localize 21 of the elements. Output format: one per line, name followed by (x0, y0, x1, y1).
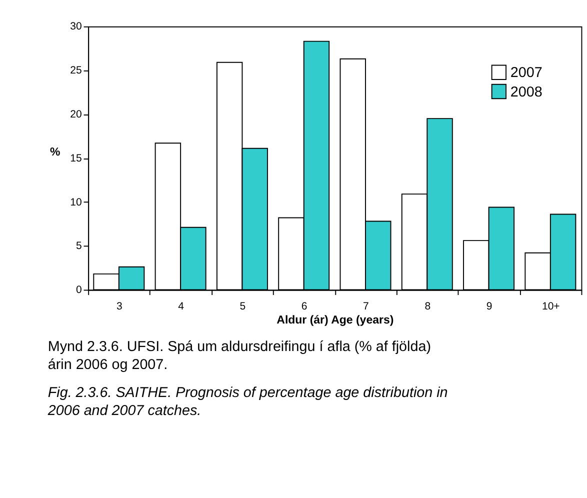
y-axis-title: % (50, 146, 60, 159)
x-tick-label: 9 (486, 300, 492, 312)
y-tick-label: 5 (76, 240, 82, 252)
x-tick-label: 10+ (542, 300, 560, 312)
y-tick-label: 25 (70, 64, 82, 77)
y-tick-label: 15 (70, 152, 82, 164)
x-tick-label: 7 (363, 300, 370, 312)
x-tick-label: 3 (116, 300, 122, 312)
x-axis-title: Aldur (ár) Age (years) (276, 314, 394, 327)
y-tick-label: 10 (70, 196, 82, 208)
x-tick-label: 5 (240, 300, 246, 312)
y-tick-label: 20 (70, 108, 82, 121)
x-tick-label: 8 (424, 300, 431, 312)
legend-label: 2007 (510, 65, 542, 82)
x-tick-label: 6 (301, 300, 308, 312)
text: Mynd 2.3.6. UFSI. Spá um aldursdreifingu í afla (% af fjölda) árin 2006 og 2007. (48, 339, 431, 374)
y-tick-label: 30 (70, 20, 82, 33)
y-tick-label: 0 (76, 284, 82, 296)
legend-label: 2008 (510, 84, 542, 100)
x-tick-label: 4 (178, 300, 184, 312)
caption: Fig. 2.3.6. SAITHE. Prognosis of percentage age distribution in 2006 and 2007 catches. (46, 384, 448, 420)
